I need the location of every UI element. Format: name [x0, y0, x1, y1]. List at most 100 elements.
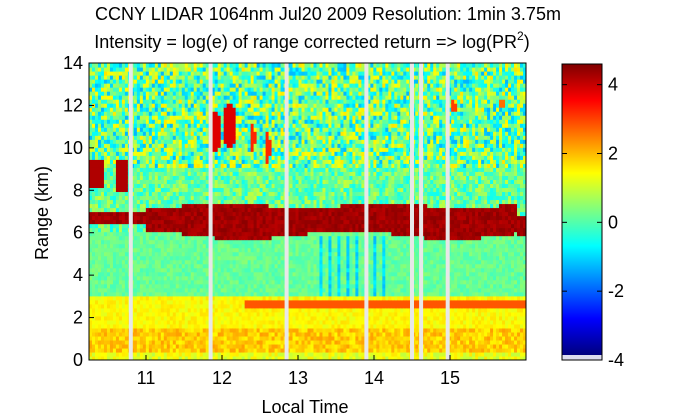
heatmap-cell	[109, 135, 114, 140]
heatmap-cell	[268, 303, 273, 309]
heatmap-cell	[244, 199, 249, 205]
heatmap-cell	[133, 331, 138, 337]
heatmap-cell	[232, 111, 237, 116]
heatmap-cell	[103, 147, 108, 152]
heatmap-cell	[181, 67, 186, 72]
heatmap-cell	[232, 239, 237, 245]
heatmap-cell	[199, 303, 204, 309]
heatmap-cell	[112, 315, 117, 321]
heatmap-cell	[238, 259, 243, 265]
heatmap-cell	[214, 127, 219, 132]
heatmap-cell	[277, 75, 282, 80]
heatmap-cell	[256, 215, 261, 221]
heatmap-cell	[250, 147, 255, 152]
heatmap-cell	[229, 131, 234, 136]
heatmap-cell	[238, 243, 243, 249]
heatmap-cell	[160, 239, 165, 245]
heatmap-cell	[190, 315, 195, 321]
heatmap-cell	[121, 287, 126, 293]
heatmap-cell	[253, 327, 258, 333]
heatmap-cell	[265, 175, 270, 180]
heatmap-cell	[289, 223, 294, 229]
heatmap-cell	[274, 171, 279, 176]
heatmap-cell	[214, 223, 219, 229]
heatmap-cell	[202, 115, 207, 120]
heatmap-cell	[253, 315, 258, 321]
heatmap-cell	[250, 123, 255, 128]
heatmap-cell	[89, 315, 93, 321]
heatmap-cell	[256, 163, 261, 168]
heatmap-cell	[115, 63, 120, 68]
heatmap-cell	[238, 83, 243, 88]
heatmap-cell	[193, 143, 198, 148]
heatmap-cell	[229, 307, 234, 313]
heatmap-cell	[202, 343, 207, 349]
heatmap-cell	[133, 223, 138, 229]
heatmap-cell	[256, 291, 261, 297]
heatmap-cell	[157, 135, 162, 140]
heatmap-cell	[274, 199, 279, 205]
heatmap-cell	[199, 95, 204, 100]
heatmap-cell	[217, 155, 222, 160]
heatmap-cell	[214, 295, 219, 301]
heatmap-cell	[256, 191, 261, 197]
heatmap-cell	[247, 175, 252, 180]
heatmap-cell	[229, 91, 234, 96]
heatmap-cell	[136, 319, 141, 325]
heatmap-cell	[157, 311, 162, 317]
heatmap-cell	[100, 139, 105, 144]
heatmap-cell	[115, 343, 120, 349]
heatmap-cell	[124, 63, 129, 68]
heatmap-cell	[205, 123, 210, 128]
heatmap-cell	[154, 351, 159, 357]
heatmap-cell	[136, 151, 141, 156]
heatmap-cell	[265, 123, 270, 128]
heatmap-cell	[121, 251, 126, 257]
heatmap-cell	[103, 347, 108, 353]
heatmap-cell	[268, 115, 273, 120]
heatmap-cell	[103, 183, 108, 189]
heatmap-cell	[190, 279, 195, 285]
heatmap-cell	[145, 275, 150, 281]
heatmap-cell	[262, 267, 267, 273]
heatmap-cell	[91, 135, 96, 140]
heatmap-cell	[229, 291, 234, 297]
heatmap-cell	[112, 215, 117, 221]
heatmap-cell	[118, 295, 123, 301]
heatmap-cell	[226, 187, 231, 193]
heatmap-cell	[163, 195, 168, 201]
heatmap-cell	[184, 219, 189, 225]
heatmap-cell	[163, 343, 168, 349]
heatmap-cell	[268, 315, 273, 321]
heatmap-cell	[244, 303, 249, 309]
heatmap-cell	[256, 267, 261, 273]
heatmap-cell	[253, 307, 258, 313]
heatmap-cell	[265, 191, 270, 197]
heatmap-cell	[181, 167, 186, 172]
heatmap-cell	[238, 255, 243, 261]
heatmap-cell	[106, 327, 111, 333]
heatmap-cell	[277, 319, 282, 325]
heatmap-cell	[247, 239, 252, 245]
heatmap-cell	[277, 275, 282, 281]
heatmap-cell	[226, 355, 231, 360]
heatmap-cell	[178, 227, 183, 233]
heatmap-cell	[238, 103, 243, 108]
heatmap-cell	[106, 155, 111, 160]
heatmap-cell	[226, 219, 231, 225]
heatmap-cell	[166, 287, 171, 293]
heatmap-cell	[97, 239, 102, 245]
heatmap-cell	[91, 91, 96, 96]
heatmap-cell	[142, 315, 147, 321]
heatmap-cell	[97, 327, 102, 333]
heatmap-cell	[190, 175, 195, 180]
heatmap-cell	[163, 147, 168, 152]
heatmap-cell	[187, 215, 192, 221]
heatmap-cell	[238, 151, 243, 156]
heatmap-cell	[115, 195, 120, 201]
heatmap-cell	[142, 355, 147, 360]
heatmap-cell	[220, 223, 225, 229]
heatmap-cell	[262, 279, 267, 285]
heatmap-cell	[289, 255, 294, 261]
heatmap-cell	[151, 195, 156, 201]
